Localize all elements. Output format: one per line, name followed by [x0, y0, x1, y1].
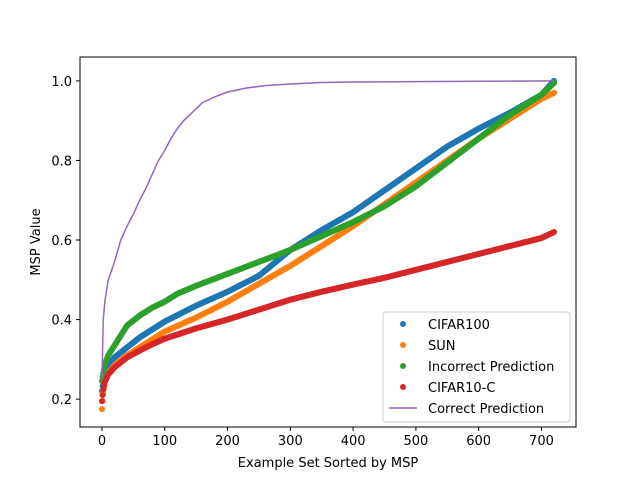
x-axis-label: Example Set Sorted by MSP	[238, 456, 419, 471]
x-tick-label: 500	[403, 434, 428, 449]
legend-swatch	[400, 321, 406, 327]
legend-label: SUN	[428, 339, 456, 354]
x-tick-label: 0	[98, 434, 106, 449]
legend-swatch	[400, 384, 406, 390]
legend-label: Incorrect Prediction	[428, 360, 554, 375]
legend: CIFAR100 SUN Incorrect Prediction CIFAR10-C…	[382, 311, 571, 423]
series-line	[101, 80, 555, 380]
y-tick-label: 0.8	[51, 154, 72, 169]
legend-swatch	[400, 363, 406, 369]
data-point	[551, 229, 558, 236]
x-tick-label: 100	[152, 434, 177, 449]
y-tick-label: 0.2	[51, 393, 72, 408]
x-axis: 0 100 200 300 400 500 600 700	[98, 427, 554, 449]
series-layer	[98, 77, 558, 413]
legend-label: Correct Prediction	[428, 402, 544, 417]
x-tick-label: 400	[341, 434, 366, 449]
x-tick-label: 200	[215, 434, 240, 449]
legend-box	[382, 311, 571, 423]
y-axis-label: MSP Value	[29, 208, 44, 275]
data-point	[98, 398, 105, 405]
x-tick-label: 300	[278, 434, 303, 449]
data-point	[551, 89, 558, 96]
x-tick-label: 700	[529, 434, 554, 449]
y-axis: 0.2 0.4 0.6 0.8 1.0	[51, 75, 80, 408]
legend-label: CIFAR100	[428, 318, 490, 333]
series-4	[101, 80, 555, 380]
series-2	[98, 79, 558, 385]
data-point	[98, 406, 105, 413]
x-tick-label: 600	[466, 434, 491, 449]
y-tick-label: 1.0	[51, 75, 72, 90]
data-point	[99, 392, 106, 399]
series-3	[98, 229, 558, 405]
y-tick-label: 0.4	[51, 314, 72, 329]
y-tick-label: 0.6	[51, 234, 72, 249]
legend-swatch	[400, 342, 406, 348]
legend-label: CIFAR10-C	[428, 381, 495, 396]
plot-frame	[79, 56, 577, 428]
